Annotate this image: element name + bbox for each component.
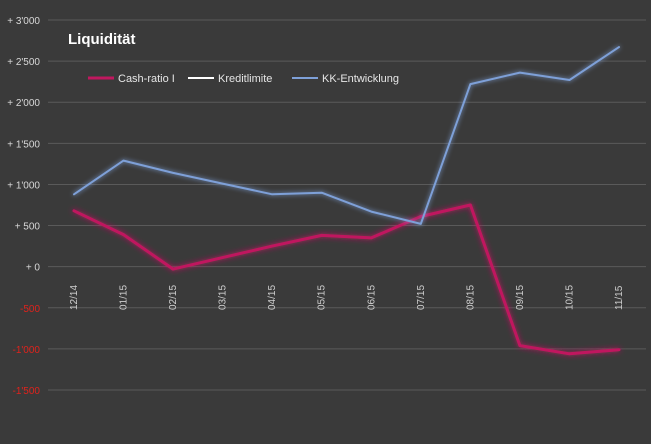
x-tick-label: 10/15: [564, 285, 575, 310]
y-tick-label: + 500: [15, 222, 41, 233]
legend-cash-ratio-label: Cash-ratio I: [118, 73, 175, 85]
x-tick-label: 04/15: [267, 285, 278, 310]
x-tick-label: 01/15: [119, 285, 130, 310]
x-tick-label: 09/15: [515, 285, 526, 310]
y-tick-label: -1'500: [13, 386, 41, 397]
series-line-kk-entwicklung: [73, 46, 620, 225]
y-tick-label: + 3'000: [7, 16, 40, 27]
y-tick-label: -1'000: [13, 345, 41, 356]
y-tick-label: + 1'500: [7, 139, 40, 150]
x-axis-ticks: 12/14 01/15 02/15 03/15 04/15 05/15 06/15 07/15…: [69, 285, 625, 310]
series-lines: [62, 46, 624, 356]
y-tick-label: + 2'000: [7, 98, 40, 109]
y-tick-label: + 1'000: [7, 180, 40, 191]
legend-kk-entwicklung-label: KK-Entwicklung: [322, 73, 399, 85]
x-tick-label: 02/15: [168, 285, 179, 310]
x-tick-label: 08/15: [465, 285, 476, 310]
y-tick-label: + 2'500: [7, 57, 40, 68]
gridlines: [48, 19, 646, 391]
y-axis-ticks: + 3'000 + 2'500 + 2'000 + 1'500 + 1'000 + 500…: [7, 16, 40, 397]
x-tick-label: 03/15: [218, 285, 229, 310]
x-tick-label: 11/15: [614, 285, 625, 310]
chart-title: Liquidität: [68, 31, 136, 48]
legend-kreditlimite-label: Kreditlimite: [218, 73, 272, 85]
x-tick-label: 06/15: [366, 285, 377, 310]
y-tick-label: -500: [20, 304, 40, 315]
y-tick-label: + 0: [26, 263, 41, 274]
x-tick-label: 05/15: [317, 285, 328, 310]
x-tick-label: 12/14: [69, 285, 80, 310]
x-tick-label: 07/15: [416, 285, 427, 310]
legend: Cash-ratio I Kreditlimite KK-Entwicklung: [88, 73, 399, 85]
series-line-cash-ratio: [72, 203, 621, 356]
